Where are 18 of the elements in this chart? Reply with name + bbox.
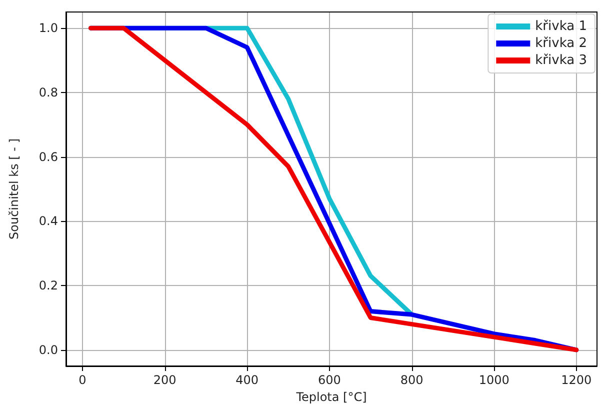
x-tick-label: 400 <box>236 373 259 387</box>
y-tick-label: 0.6 <box>38 150 58 164</box>
x-tick-label: 1200 <box>561 373 592 387</box>
y-tick-label: 0.8 <box>38 85 58 100</box>
legend-label: křivka 1 <box>535 19 588 34</box>
x-tick-label: 800 <box>400 373 424 387</box>
y-tick-label: 0.2 <box>38 278 58 293</box>
x-tick-label: 1000 <box>478 373 510 387</box>
legend-label: křivka 2 <box>535 36 588 51</box>
x-tick-label: 600 <box>318 373 341 387</box>
x-axis-title: Teplota [°C] <box>295 390 367 404</box>
x-tick-label: 0 <box>78 373 86 387</box>
x-tick-label: 200 <box>153 373 176 387</box>
y-tick-label: 0.0 <box>38 342 58 357</box>
y-tick-label: 1.0 <box>38 21 58 36</box>
y-axis-title: Součinitel ks [ - ] <box>7 138 21 240</box>
legend-label: křivka 3 <box>535 53 588 68</box>
y-tick-label: 0.4 <box>38 214 58 228</box>
